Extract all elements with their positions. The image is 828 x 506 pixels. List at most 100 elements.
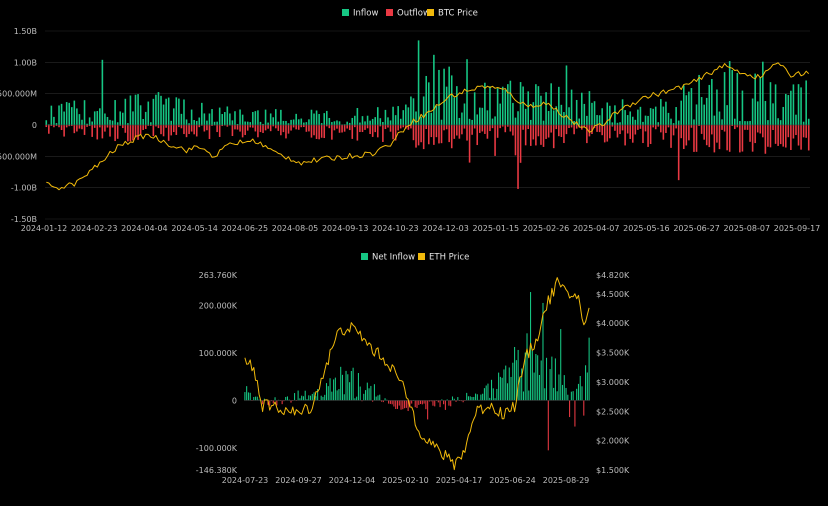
btc-inflow-bar	[769, 82, 772, 125]
btc-outflow-bar	[88, 125, 91, 127]
eth-net-inflow-bar	[373, 384, 375, 401]
btc-inflow-bar	[78, 114, 81, 125]
btc-outflow-bar	[305, 125, 308, 132]
eth-net-outflow-bar	[418, 400, 420, 405]
btc-inflow-bar	[802, 121, 805, 125]
btc-outflow-bar	[542, 125, 545, 147]
eth-net-outflow-bar	[270, 400, 273, 402]
btc-outflow-bar	[376, 125, 379, 138]
btc-inflow-bar	[484, 82, 486, 125]
btc-outflow-bar	[364, 125, 366, 130]
btc-outflow-bar	[657, 125, 660, 127]
btc-inflow-bar	[570, 89, 573, 125]
btc-outflow-bar	[170, 125, 173, 136]
btc-outflow-bar	[746, 125, 749, 130]
eth-net-inflow-bar	[581, 386, 583, 401]
btc-outflow-bar	[703, 125, 705, 140]
btc-inflow-bar	[157, 92, 160, 125]
btc-inflow-bar	[272, 117, 275, 125]
eth-net-outflow-bar	[434, 400, 436, 407]
btc-outflow-bar	[774, 125, 777, 144]
btc-outflow-bar	[422, 125, 425, 150]
eth-net-inflow-bar	[475, 393, 477, 401]
legend-net-inflow-swatch	[361, 253, 368, 260]
btc-inflow-bar	[216, 121, 218, 125]
btc-outflow-bar	[476, 125, 479, 146]
eth-net-inflow-bar	[288, 399, 290, 401]
btc-outflow-bar	[499, 125, 501, 129]
btc-inflow-bar	[762, 61, 764, 125]
btc-outflow-bar	[208, 125, 211, 139]
btc-outflow-bar	[175, 125, 178, 135]
eth-net-inflow-bar	[588, 337, 590, 401]
btc-outflow-bar	[448, 125, 450, 143]
btc-inflow-bar	[662, 106, 665, 125]
btc-outflow-bar	[348, 125, 351, 131]
btc-outflow-bar	[700, 125, 703, 134]
btc-inflow-bar	[642, 121, 644, 125]
btc-x-tick-label: 2024-02-23	[71, 224, 118, 233]
eth-net-outflow-bar	[276, 400, 278, 406]
btc-inflow-bar	[578, 118, 581, 125]
eth-net-inflow-bar	[558, 374, 560, 401]
btc-inflow-bar	[614, 105, 616, 125]
btc-inflow-bar	[338, 121, 341, 125]
btc-inflow-bar	[779, 120, 782, 125]
btc-outflow-bar	[86, 125, 88, 127]
btc-outflow-bar	[723, 125, 726, 132]
btc-outflow-bar	[756, 125, 759, 133]
btc-inflow-bar	[787, 95, 790, 125]
btc-inflow-bar	[756, 101, 759, 125]
btc-y-tick-label: -1.50B	[11, 215, 37, 224]
eth-net-inflow-bar	[476, 394, 478, 401]
btc-x-tick-label: 2025-06-27	[673, 224, 720, 233]
eth-net-inflow-bar	[336, 390, 338, 401]
btc-inflow-bar	[792, 84, 795, 125]
btc-inflow-bar	[800, 87, 802, 125]
btc-inflow-bar	[364, 121, 366, 125]
btc-inflow-bar	[114, 100, 116, 125]
eth-net-inflow-bar	[299, 398, 301, 401]
btc-inflow-bar	[394, 115, 397, 125]
btc-outflow-bar	[129, 125, 132, 142]
btc-outflow-bar	[63, 125, 65, 137]
btc-outflow-bar	[731, 125, 734, 127]
btc-outflow-bar	[713, 125, 716, 153]
btc-inflow-bar	[323, 113, 326, 125]
btc-inflow-bar	[297, 119, 300, 125]
btc-outflow-bar	[772, 125, 774, 130]
eth-net-inflow-bar	[247, 392, 249, 401]
eth-net-outflow-bar	[388, 400, 390, 404]
btc-inflow-bar	[486, 110, 489, 125]
btc-inflow-bar	[292, 119, 295, 125]
btc-outflow-bar	[241, 125, 244, 138]
btc-inflow-bar	[101, 59, 104, 125]
btc-inflow-bar	[784, 93, 787, 125]
eth-net-inflow-bar	[467, 396, 469, 401]
btc-inflow-bar	[415, 111, 417, 125]
eth-x-tick-label: 2025-06-24	[489, 476, 536, 485]
btc-outflow-bar	[165, 125, 167, 128]
btc-outflow-bar	[507, 125, 509, 127]
btc-inflow-bar	[328, 117, 331, 125]
btc-inflow-bar	[65, 102, 68, 125]
btc-outflow-bar	[680, 125, 683, 139]
btc-inflow-bar	[547, 110, 550, 125]
btc-outflow-bar	[484, 125, 486, 134]
btc-outflow-bar	[323, 125, 326, 139]
eth-net-inflow-bar	[496, 388, 498, 401]
btc-outflow-bar	[53, 125, 55, 128]
eth-net-inflow-bar	[519, 377, 521, 401]
btc-outflow-bar	[361, 125, 364, 133]
eth-net-inflow-bar	[542, 302, 544, 401]
btc-inflow-bar	[731, 70, 734, 125]
btc-outflow-bar	[144, 125, 147, 129]
btc-inflow-bar	[524, 108, 527, 125]
btc-inflow-bar	[532, 102, 535, 125]
btc-outflow-bar	[195, 125, 198, 137]
btc-x-tick-label: 2025-01-15	[473, 224, 520, 233]
eth-net-inflow-bar	[498, 372, 500, 401]
btc-outflow-bar	[616, 125, 619, 138]
btc-inflow-bar	[749, 120, 751, 125]
eth-net-inflow-bar	[338, 389, 340, 401]
